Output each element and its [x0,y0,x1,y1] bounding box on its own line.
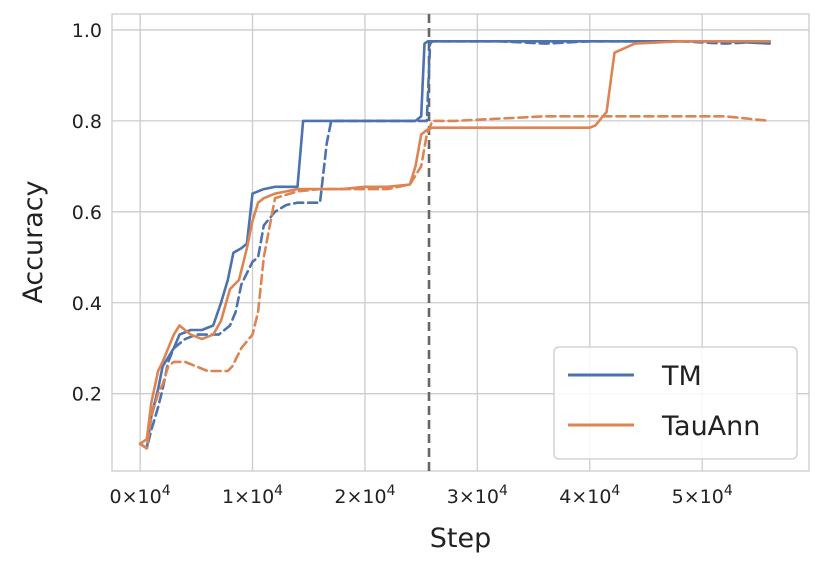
x-tick-label: 3×104 [447,483,508,508]
y-tick-label: 0.4 [72,293,102,315]
x-tick-labels: 0×104 1×104 2×104 3×104 4×104 5×104 [110,483,733,508]
x-tick-label: 4×104 [559,483,620,508]
y-tick-label: 1.0 [72,20,102,42]
series-line-tm-dashed [138,39,772,450]
legend-label-tauann: TauAnn [661,411,760,442]
legend: TM TauAnn [553,346,798,460]
series-line-tauann-dashed [138,115,772,450]
x-axis-label: Step [430,523,491,554]
y-tick-label: 0.8 [72,111,102,133]
x-tick-label: 0×104 [110,483,171,508]
y-tick-labels: 0.2 0.4 0.6 0.8 1.0 [72,20,102,406]
y-axis-label: Accuracy [18,180,49,303]
x-tick-label: 2×104 [334,483,395,508]
legend-label-tm: TM [661,361,702,392]
series-line-tauann-solid [138,39,772,446]
x-tick-label: 1×104 [222,483,283,508]
x-tick-label: 5×104 [672,483,733,508]
y-tick-label: 0.2 [72,384,102,406]
y-tick-label: 0.6 [72,202,102,224]
series-layer [138,39,772,450]
